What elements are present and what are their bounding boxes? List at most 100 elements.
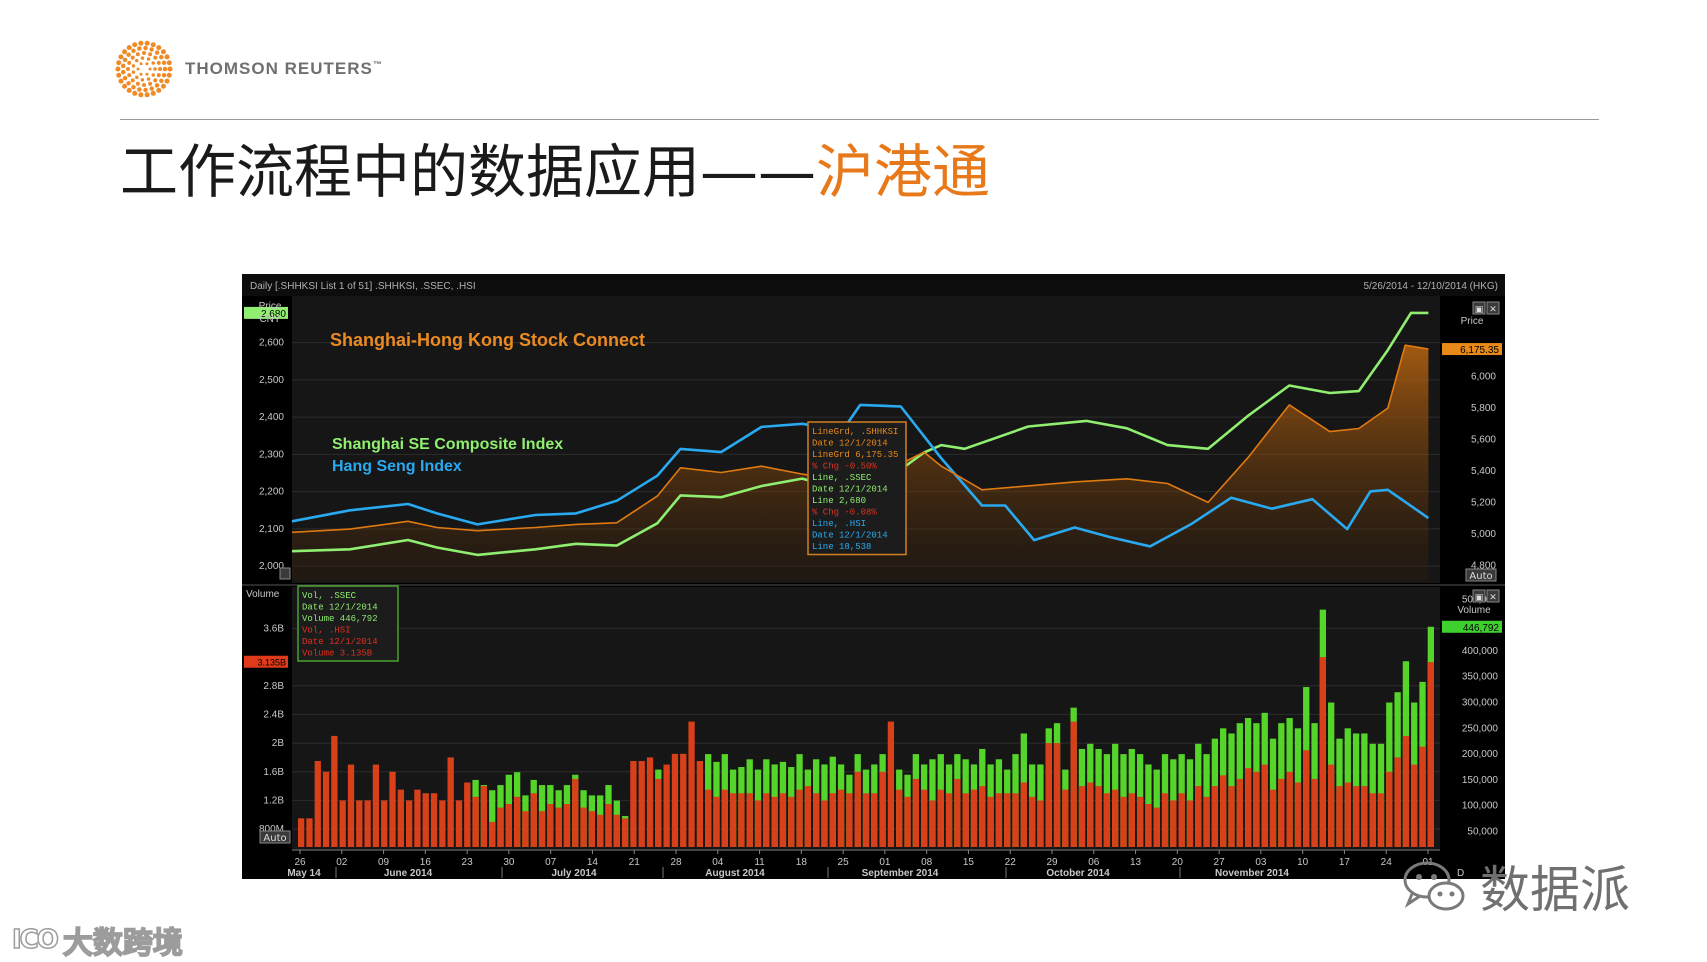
volume-bar-hsi	[405, 800, 413, 847]
x-day-label: 10	[1297, 857, 1309, 868]
volume-bar-hsi	[430, 793, 438, 847]
volume-bar-hsi	[1170, 800, 1177, 847]
logo-dot	[140, 56, 145, 60]
volume-bar-hsi	[1427, 662, 1434, 847]
right-axis-tick-label: 6,000	[1471, 372, 1496, 383]
x-day-label: 14	[587, 857, 599, 868]
price-auto-button[interactable]: Auto	[1465, 568, 1497, 582]
volume-bar-hsi	[1244, 768, 1252, 847]
logo-dot	[122, 83, 128, 89]
price-tooltip-line: LineGrd 6,175.35	[812, 450, 898, 460]
logo-dot	[158, 67, 162, 71]
volume-left-tick-label: 2.4B	[263, 709, 284, 720]
volume-bar-hsi	[447, 757, 454, 847]
volume-bar-hsi	[904, 796, 911, 847]
volume-bar-hsi	[663, 764, 670, 847]
volume-bar-hsi	[1178, 793, 1185, 847]
logo-dot	[161, 72, 167, 78]
volume-bar-ssec	[381, 816, 387, 847]
volume-bar-hsi	[1402, 735, 1410, 847]
logo-dot	[159, 54, 164, 60]
left-axis-tick-label: 2,200	[259, 487, 284, 498]
volume-bar-hsi	[1228, 786, 1235, 847]
volume-bar-ssec	[680, 764, 686, 847]
volume-bar-hsi	[705, 789, 712, 847]
volume-bar-hsi	[422, 793, 429, 847]
volume-close-button[interactable]: ✕	[1486, 589, 1500, 603]
volume-restore-button[interactable]: ▣	[1472, 589, 1486, 603]
volume-bar-hsi	[937, 789, 944, 847]
volume-bar-hsi	[1112, 789, 1119, 847]
logo-dot	[150, 42, 156, 48]
volume-bar-hsi	[1369, 793, 1376, 847]
volume-bar-hsi	[522, 811, 529, 847]
volume-bar-hsi	[837, 789, 845, 847]
right-axis-tick-label: 5,600	[1471, 435, 1496, 446]
volume-bar-hsi	[538, 811, 546, 847]
logo-dot	[139, 62, 143, 66]
volume-bar-hsi	[1419, 746, 1426, 847]
svg-text:✕: ✕	[1489, 305, 1497, 315]
volume-bar-hsi	[862, 793, 870, 847]
x-month-label: September 2014	[862, 868, 939, 879]
x-month-label: June 2014	[384, 868, 433, 879]
right-current-label: 6,175.35	[1460, 345, 1499, 356]
volume-bar-hsi	[356, 800, 363, 847]
price-tooltip-line: % Chg -0.08%	[812, 508, 877, 518]
price-tooltip-line: LineGrd, .SHHKSI	[812, 427, 898, 437]
volume-bar-hsi	[655, 778, 662, 847]
left-axis-tick-label: 2,000	[259, 561, 284, 572]
volume-bar-hsi	[754, 800, 762, 847]
panel-close-button[interactable]: ✕	[1486, 301, 1500, 315]
logo-dot	[144, 92, 150, 98]
left-current-marker	[244, 306, 288, 319]
x-day-label: 20	[1172, 857, 1184, 868]
right-axis-tick-label: 5,200	[1471, 497, 1496, 508]
volume-bar-hsi	[455, 800, 463, 847]
x-day-label: 06	[1088, 857, 1100, 868]
logo-dot	[148, 67, 152, 71]
volume-tooltip-line: Volume 3.135B	[302, 649, 373, 659]
logo-dot	[145, 72, 149, 76]
volume-bar-hsi	[563, 804, 571, 847]
volume-bar-hsi	[505, 804, 512, 847]
watermark-left-mark: ICO	[11, 924, 59, 956]
x-day-label: 21	[629, 857, 641, 868]
volume-bar-hsi	[829, 793, 836, 847]
watermark-right-text: 数据派	[1480, 861, 1630, 919]
volume-bar-hsi	[605, 804, 612, 847]
slide-title-accent: 沪港通	[816, 138, 991, 206]
volume-bar-hsi	[945, 793, 953, 847]
volume-bar-hsi	[1377, 793, 1385, 847]
volume-bar-hsi	[489, 821, 496, 847]
panel-restore-button[interactable]: ▣	[1472, 301, 1486, 315]
logo-dot	[136, 67, 140, 71]
volume-tooltip-box	[297, 585, 399, 662]
volume-bar-ssec	[647, 764, 653, 847]
x-day-label: 08	[921, 857, 933, 868]
volume-bar-ssec	[398, 806, 404, 847]
logo-dot	[142, 51, 146, 55]
volume-bar-hsi	[771, 796, 778, 847]
volume-auto-button[interactable]: Auto	[259, 830, 291, 844]
volume-bar-hsi	[912, 778, 919, 847]
logo-dot	[138, 92, 144, 98]
volume-bar-hsi	[788, 796, 795, 847]
volume-tooltip-line: Vol, .HSI	[302, 626, 351, 636]
volume-bar-hsi	[1411, 764, 1418, 847]
volume-bar-ssec	[389, 795, 395, 847]
volume-left-current-label: 3.135B	[257, 658, 286, 668]
volume-bar-ssec	[639, 770, 645, 847]
volume-bar-hsi	[480, 786, 488, 847]
volume-bar-hsi	[1062, 789, 1069, 847]
logo-dot	[153, 67, 157, 71]
volume-bar-ssec	[340, 806, 346, 847]
volume-tooltip-line: Date 12/1/2014	[302, 603, 378, 613]
logo-dot	[162, 66, 168, 72]
x-day-label: 13	[1130, 857, 1142, 868]
volume-bar-hsi	[887, 721, 895, 847]
price-zoom-button[interactable]	[279, 567, 291, 580]
volume-bar-ssec	[298, 821, 304, 847]
volume-left-tick-label: 2.8B	[263, 681, 284, 692]
volume-bar-hsi	[1336, 786, 1343, 847]
